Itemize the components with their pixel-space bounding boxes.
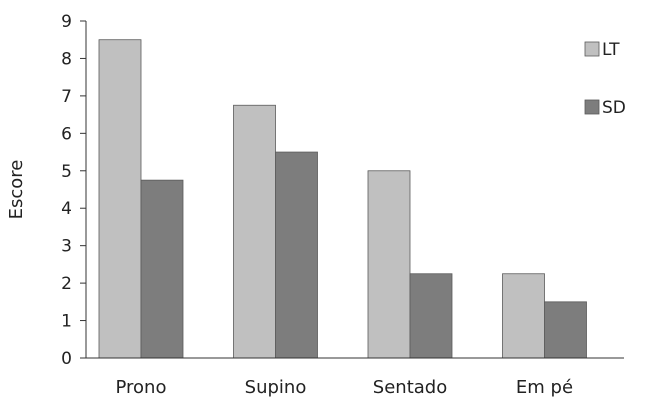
- y-tick-label: 8: [61, 49, 72, 69]
- y-axis-title: Escore: [6, 160, 27, 220]
- y-tick-label: 5: [61, 162, 72, 182]
- bar-sd-0: [140, 179, 184, 359]
- y-tick-label: 9: [61, 12, 72, 32]
- x-category-label: Em pé: [516, 377, 573, 398]
- y-tick-label: 0: [61, 349, 72, 369]
- legend-label-lt: LT: [602, 40, 620, 60]
- bar-lt-1: [233, 104, 276, 359]
- y-tick-label: 4: [61, 199, 72, 219]
- bar-sd-3: [544, 301, 587, 359]
- bar-sd-2: [409, 273, 453, 359]
- y-tick-label: 1: [61, 312, 72, 332]
- bar-lt-0: [98, 39, 142, 359]
- bar-sd-1: [275, 151, 318, 359]
- y-tick-label: 3: [61, 237, 72, 257]
- bar-lt-2: [367, 170, 411, 359]
- legend-swatch-lt: [584, 41, 600, 57]
- x-category-label: Prono: [116, 377, 167, 398]
- bar-lt-3: [502, 273, 545, 359]
- x-category-label: Supino: [245, 377, 307, 398]
- legend: LT SD: [584, 40, 626, 118]
- y-tick-label: 7: [61, 87, 72, 107]
- y-tick-label: 6: [61, 124, 72, 144]
- x-category-label: Sentado: [373, 377, 447, 398]
- legend-swatch-sd: [584, 99, 600, 115]
- y-axis-ticks: 0 1 2 3 4 5 6 7 8 9: [61, 12, 86, 369]
- y-tick-label: 2: [61, 274, 72, 294]
- bar-series: [98, 39, 587, 359]
- legend-label-sd: SD: [602, 98, 626, 118]
- x-axis-labels: Prono Supino Sentado Em pé: [116, 377, 574, 398]
